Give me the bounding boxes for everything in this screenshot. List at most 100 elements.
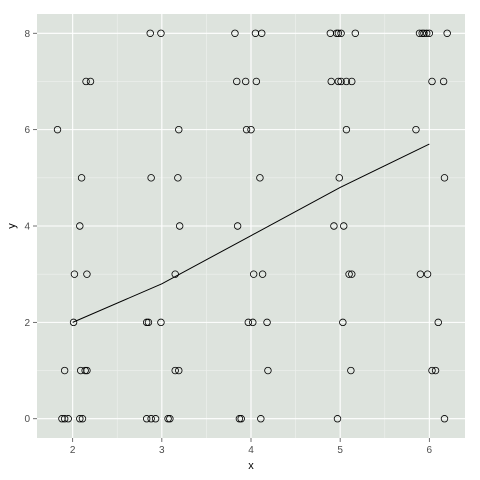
data-point (144, 318, 153, 327)
data-point (440, 415, 449, 423)
data-point (425, 29, 434, 37)
y-tick-label: 8 (24, 29, 30, 40)
data-point (327, 77, 335, 86)
data-point (258, 270, 267, 278)
data-point (258, 29, 266, 37)
data-point (83, 270, 91, 278)
data-point (423, 270, 432, 278)
data-point (175, 222, 184, 230)
data-point (416, 270, 425, 278)
data-point (431, 366, 440, 375)
data-point (264, 366, 272, 375)
data-point (337, 77, 345, 86)
data-point (241, 77, 250, 86)
data-point (70, 270, 79, 278)
major-grid (37, 14, 465, 438)
data-point (443, 29, 451, 37)
data-point (249, 318, 257, 327)
data-point (174, 174, 182, 182)
x-axis-title: x (248, 460, 254, 472)
data-point (60, 366, 69, 375)
data-point (69, 318, 78, 327)
x-tick-label: 5 (337, 445, 343, 456)
data-point (249, 270, 258, 278)
y-tick-label: 0 (24, 414, 30, 425)
data-point (244, 318, 253, 327)
data-point (242, 125, 251, 134)
x-tick-label: 2 (70, 445, 76, 456)
data-point (428, 366, 436, 375)
data-point (342, 125, 351, 134)
data-point (233, 77, 241, 86)
data-point (60, 415, 69, 423)
data-point (334, 77, 343, 86)
data-point (76, 222, 84, 230)
data-point (415, 29, 424, 37)
data-point (231, 29, 239, 37)
y-axis-ticks: 0 2 4 6 8 (24, 29, 37, 425)
points-group (53, 29, 451, 423)
fit-line-group (72, 143, 430, 323)
x-axis-ticks: 2 3 4 5 6 (70, 438, 433, 456)
data-point (233, 222, 242, 230)
y-tick-label: 2 (24, 318, 30, 329)
data-point (342, 77, 351, 86)
x-tick-label: 6 (427, 445, 433, 456)
data-point (147, 415, 155, 423)
data-point (76, 415, 84, 423)
data-point (237, 415, 245, 423)
data-point (146, 29, 154, 37)
data-point (81, 366, 89, 375)
data-point (428, 77, 436, 86)
data-point (151, 415, 160, 423)
data-point (412, 125, 420, 134)
data-point (142, 415, 151, 423)
data-point (347, 366, 355, 375)
data-point (348, 77, 356, 86)
data-point (166, 415, 174, 423)
data-point (247, 125, 255, 134)
data-point (333, 415, 342, 423)
data-point (337, 29, 345, 37)
data-point (263, 318, 271, 327)
data-point (171, 270, 179, 278)
data-point (83, 366, 91, 375)
data-point (235, 415, 244, 423)
data-point (345, 270, 353, 278)
data-point (78, 415, 87, 423)
data-point (335, 174, 343, 182)
data-point (340, 222, 348, 230)
data-point (175, 125, 183, 134)
data-point (339, 318, 347, 327)
data-point (142, 318, 151, 327)
data-point (164, 415, 172, 423)
data-point (252, 77, 261, 86)
data-point (157, 318, 165, 327)
data-point (175, 366, 183, 375)
data-point (147, 174, 155, 182)
data-point (434, 318, 442, 327)
y-tick-label: 6 (24, 125, 30, 136)
y-tick-label: 4 (24, 222, 30, 233)
data-point (64, 415, 72, 423)
data-point (77, 174, 86, 182)
data-point (82, 77, 90, 86)
data-point (256, 174, 264, 182)
data-point (257, 415, 265, 423)
data-point (422, 29, 431, 37)
data-point (334, 29, 343, 37)
x-tick-label: 4 (248, 445, 254, 456)
data-point (171, 366, 179, 375)
data-point (332, 29, 341, 37)
data-point (157, 29, 165, 37)
data-point (330, 222, 338, 230)
data-point (86, 77, 95, 86)
y-axis-title: y (6, 223, 18, 229)
data-point (418, 29, 426, 37)
data-point (440, 174, 449, 182)
data-point (348, 270, 356, 278)
trend-line (72, 143, 430, 323)
data-point (439, 77, 448, 86)
data-point (420, 29, 428, 37)
